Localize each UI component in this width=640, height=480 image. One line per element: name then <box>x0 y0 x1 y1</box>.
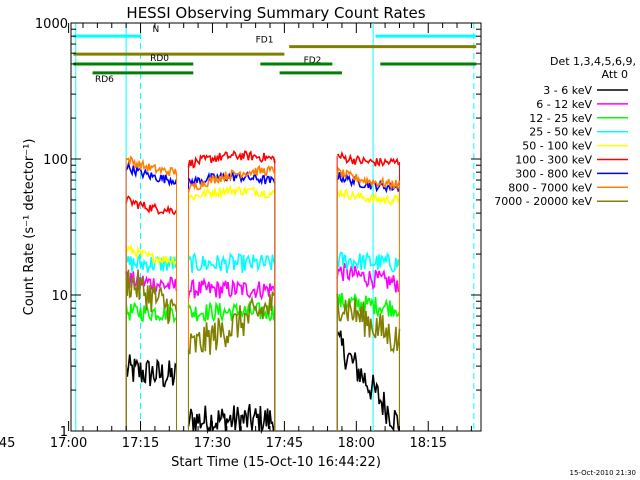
legend-label-0: 3 - 6 keV <box>543 84 592 97</box>
legend-label-4: 50 - 100 keV <box>522 140 592 153</box>
series-4-trace-1 <box>187 184 276 201</box>
footer-date: 15-Oct-2010 21:30 <box>570 469 636 477</box>
legend-title-line-2: Att 0 <box>602 68 628 81</box>
x-tick-label-0: 16:45 <box>0 436 15 451</box>
legend-label-3: 25 - 50 keV <box>529 126 592 139</box>
series-0 <box>125 330 401 435</box>
x-tick-label-4: 17:45 <box>266 436 303 451</box>
series-5-trace-1 <box>187 149 276 169</box>
chart-title: HESSI Observing Summary Count Rates <box>126 4 425 22</box>
x-tick-label-1: 17:00 <box>50 436 87 451</box>
y-axis-label: Count Rate (s⁻¹ detector⁻¹) <box>22 139 37 316</box>
series-3-trace-0 <box>125 253 178 273</box>
series-2-trace-0 <box>125 302 178 324</box>
legend-label-2: 12 - 25 keV <box>529 112 592 125</box>
y-tick-label-0: 1 <box>60 425 68 440</box>
series-8-trace-2 <box>336 293 401 354</box>
y-tick-label-3: 1000 <box>35 17 68 32</box>
series-5-trace-2 <box>337 150 400 168</box>
y-tick-label-1: 10 <box>51 289 68 304</box>
flag-label-rd6: RD6 <box>95 75 114 85</box>
series-4-trace-0 <box>125 243 178 267</box>
x-axis-label: Start Time (15-Oct-10 16:44:22) <box>171 455 381 470</box>
y-tick-label-2: 100 <box>43 153 68 168</box>
legend-label-7: 800 - 7000 keV <box>508 181 592 194</box>
series-8-trace-1 <box>187 291 276 355</box>
series-0-trace-2 <box>336 330 401 432</box>
series-6-trace-0 <box>125 160 178 187</box>
x-tick-label-2: 17:15 <box>122 436 159 451</box>
series-3 <box>125 250 401 431</box>
legend-label-5: 100 - 300 keV <box>515 154 592 167</box>
flag-label-rd0: RD0 <box>150 54 169 64</box>
series-7-trace-1 <box>187 164 276 193</box>
legend-label-8: 7000 - 20000 keV <box>494 195 592 208</box>
x-tick-label-6: 18:15 <box>410 436 447 451</box>
legend-label-6: 300 - 800 keV <box>515 167 592 180</box>
series-7-trace-0 <box>125 155 178 177</box>
series-3-trace-2 <box>336 250 401 273</box>
series-5-trace-0 <box>125 195 178 216</box>
plot-frame <box>70 22 482 432</box>
x-tick-label-3: 17:30 <box>194 436 231 451</box>
series-6-trace-2 <box>336 171 400 194</box>
x-tick-label-5: 18:00 <box>338 436 375 451</box>
series-0-trace-0 <box>125 354 178 388</box>
flag-label-fd1: FD1 <box>256 36 274 46</box>
series-2-trace-1 <box>187 300 276 323</box>
series-2-trace-2 <box>336 292 401 319</box>
series-6 <box>125 160 400 431</box>
series-1-trace-2 <box>336 262 400 293</box>
series-7-trace-2 <box>336 166 401 190</box>
series-1 <box>125 262 400 431</box>
series-8 <box>125 269 401 431</box>
flag-label-n: N <box>153 25 160 35</box>
legend-title-line-1: Det 1,3,4,5,6,9, <box>550 55 636 68</box>
series-3-trace-1 <box>187 252 276 274</box>
legend-label-1: 6 - 12 keV <box>536 98 592 111</box>
series-0-trace-1 <box>187 403 276 435</box>
series-1-trace-1 <box>187 276 276 301</box>
flag-label-fd2: FD2 <box>304 56 322 66</box>
series-8-trace-0 <box>125 269 178 324</box>
series-4-trace-2 <box>336 188 401 206</box>
